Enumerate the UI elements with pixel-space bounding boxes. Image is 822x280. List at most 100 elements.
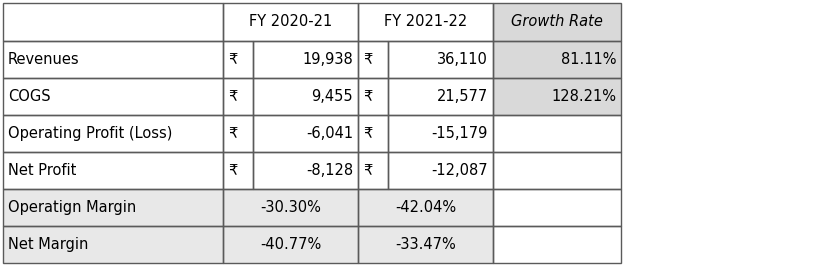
Text: ₹: ₹ xyxy=(228,52,238,67)
Bar xyxy=(388,152,493,189)
Bar xyxy=(253,41,358,78)
Bar xyxy=(388,152,493,189)
Bar xyxy=(388,78,493,115)
Text: 9,455: 9,455 xyxy=(312,89,353,104)
Text: 128.21%: 128.21% xyxy=(551,89,616,104)
Bar xyxy=(253,41,358,78)
Bar xyxy=(358,115,388,152)
Text: -6,041: -6,041 xyxy=(306,126,353,141)
Text: 19,938: 19,938 xyxy=(302,52,353,67)
Bar xyxy=(388,41,493,78)
Bar xyxy=(358,152,388,189)
Text: -42.04%: -42.04% xyxy=(395,200,456,215)
Text: Net Margin: Net Margin xyxy=(8,237,89,252)
Bar xyxy=(3,3,223,41)
Text: ₹: ₹ xyxy=(228,89,238,104)
Bar xyxy=(493,78,621,115)
Text: -15,179: -15,179 xyxy=(432,126,488,141)
Bar xyxy=(253,78,358,115)
Bar xyxy=(223,226,358,263)
Bar xyxy=(223,115,253,152)
Text: -33.47%: -33.47% xyxy=(395,237,456,252)
Text: Revenues: Revenues xyxy=(8,52,80,67)
Bar xyxy=(358,152,388,189)
Text: Operatign Margin: Operatign Margin xyxy=(8,200,136,215)
Bar xyxy=(3,226,223,263)
Bar xyxy=(493,41,621,78)
Bar xyxy=(358,226,493,263)
Bar xyxy=(253,115,358,152)
Bar xyxy=(223,226,358,263)
Bar xyxy=(493,189,621,226)
Bar xyxy=(253,78,358,115)
Bar xyxy=(493,41,621,78)
Bar xyxy=(3,3,223,41)
Bar xyxy=(358,3,493,41)
Text: COGS: COGS xyxy=(8,89,51,104)
Bar xyxy=(3,78,223,115)
Bar xyxy=(3,78,223,115)
Text: -30.30%: -30.30% xyxy=(260,200,321,215)
Bar xyxy=(223,115,253,152)
Bar xyxy=(3,115,223,152)
Bar xyxy=(223,189,358,226)
Text: Growth Rate: Growth Rate xyxy=(511,15,603,29)
Bar xyxy=(388,78,493,115)
Bar xyxy=(358,78,388,115)
Bar xyxy=(253,152,358,189)
Text: ₹: ₹ xyxy=(363,163,372,178)
Bar xyxy=(358,41,388,78)
Bar xyxy=(388,115,493,152)
Bar xyxy=(223,78,253,115)
Text: FY 2020-21: FY 2020-21 xyxy=(249,15,332,29)
Text: ₹: ₹ xyxy=(228,163,238,178)
Bar xyxy=(493,189,621,226)
Bar xyxy=(223,41,253,78)
Text: 81.11%: 81.11% xyxy=(561,52,616,67)
Bar xyxy=(223,3,358,41)
Bar xyxy=(388,115,493,152)
Bar xyxy=(3,189,223,226)
Bar xyxy=(493,78,621,115)
Text: ₹: ₹ xyxy=(363,126,372,141)
Bar xyxy=(388,41,493,78)
Text: ₹: ₹ xyxy=(228,126,238,141)
Bar xyxy=(358,189,493,226)
Bar xyxy=(358,41,388,78)
Bar xyxy=(358,189,493,226)
Bar xyxy=(223,189,358,226)
Bar xyxy=(223,152,253,189)
Bar xyxy=(358,3,493,41)
Text: ₹: ₹ xyxy=(363,89,372,104)
Bar xyxy=(493,3,621,41)
Text: ₹: ₹ xyxy=(363,52,372,67)
Bar xyxy=(3,226,223,263)
Bar xyxy=(493,226,621,263)
Bar xyxy=(493,3,621,41)
Text: 36,110: 36,110 xyxy=(437,52,488,67)
Bar xyxy=(253,115,358,152)
Bar xyxy=(493,115,621,152)
Text: Net Profit: Net Profit xyxy=(8,163,76,178)
Bar xyxy=(253,152,358,189)
Bar xyxy=(223,152,253,189)
Bar xyxy=(3,152,223,189)
Bar xyxy=(358,226,493,263)
Text: -8,128: -8,128 xyxy=(306,163,353,178)
Bar xyxy=(493,115,621,152)
Text: 21,577: 21,577 xyxy=(436,89,488,104)
Bar xyxy=(358,78,388,115)
Bar xyxy=(493,226,621,263)
Bar xyxy=(358,115,388,152)
Text: -40.77%: -40.77% xyxy=(260,237,321,252)
Bar xyxy=(3,115,223,152)
Bar xyxy=(223,41,253,78)
Bar xyxy=(3,41,223,78)
Text: FY 2021-22: FY 2021-22 xyxy=(384,15,467,29)
Bar xyxy=(223,78,253,115)
Bar xyxy=(3,152,223,189)
Bar xyxy=(493,152,621,189)
Bar xyxy=(3,189,223,226)
Bar xyxy=(223,3,358,41)
Bar xyxy=(493,152,621,189)
